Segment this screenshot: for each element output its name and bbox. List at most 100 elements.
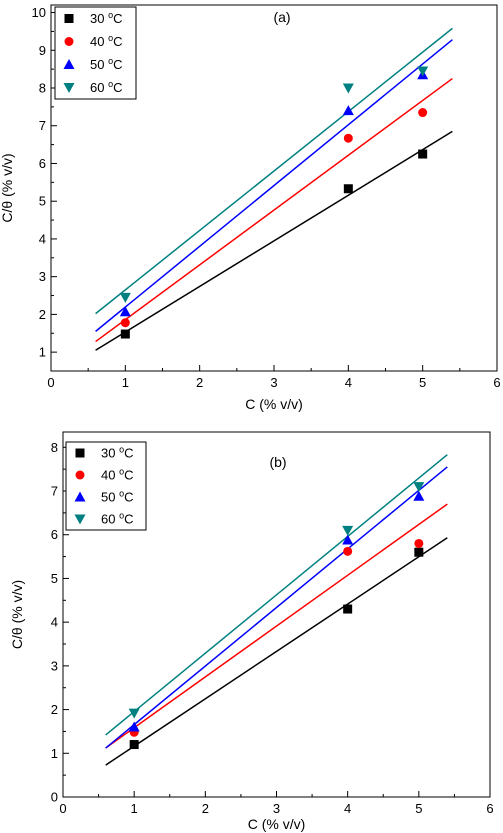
y-tick-label: 8 xyxy=(51,440,58,455)
fit-line xyxy=(105,503,448,749)
data-point xyxy=(129,740,139,750)
legend-label-degree: o xyxy=(119,511,124,521)
data-point xyxy=(120,329,130,339)
legend-marker xyxy=(64,37,74,46)
data-point xyxy=(342,534,354,545)
data-point xyxy=(120,318,130,328)
data-point xyxy=(418,108,428,118)
data-point xyxy=(414,547,424,557)
legend-label: 50 oC xyxy=(90,56,122,72)
x-tick-label: 6 xyxy=(493,375,500,390)
fit-line xyxy=(95,27,453,315)
legend-label-unit: C xyxy=(113,11,122,26)
legend-label-unit: C xyxy=(124,490,133,505)
legend-label-unit: C xyxy=(113,57,122,72)
x-tick-label: 2 xyxy=(202,801,209,816)
data-point xyxy=(418,149,428,159)
data-point xyxy=(342,105,354,116)
x-tick-label: 3 xyxy=(270,375,277,390)
y-tick-label: 3 xyxy=(51,658,58,673)
legend-label: 60 oC xyxy=(101,511,133,527)
y-tick-label: 4 xyxy=(51,615,58,630)
data-point xyxy=(343,184,353,194)
legend-label-degree: o xyxy=(108,10,113,20)
data-point xyxy=(413,482,425,493)
data-point xyxy=(413,490,425,501)
legend-label: 40 oC xyxy=(101,467,133,483)
legend-label-unit: C xyxy=(113,34,122,49)
legend-label-value: 60 xyxy=(90,80,108,95)
fit-line xyxy=(105,454,448,736)
y-tick-label: 4 xyxy=(39,231,46,246)
legend-label-unit: C xyxy=(113,80,122,95)
legend-label: 40 oC xyxy=(90,33,122,49)
data-point xyxy=(343,133,353,143)
y-axis-title: C/θ (% v/v) xyxy=(0,153,15,222)
x-axis-title: C (% v/v) xyxy=(245,396,303,412)
y-axis-title: C/θ (% v/v) xyxy=(9,580,25,649)
x-tick-label: 3 xyxy=(273,801,280,816)
panel-label: (b) xyxy=(269,454,286,470)
x-tick-label: 1 xyxy=(131,801,138,816)
legend-label-value: 40 xyxy=(101,468,119,483)
legend-label-degree: o xyxy=(119,489,124,499)
legend-label-value: 40 xyxy=(90,34,108,49)
legend-label-degree: o xyxy=(108,79,113,89)
data-point xyxy=(342,83,354,94)
legend-label: 50 oC xyxy=(101,489,133,505)
y-tick-label: 9 xyxy=(39,43,46,58)
legend-label: 30 oC xyxy=(90,10,122,26)
legend-label-unit: C xyxy=(124,446,133,461)
y-tick-label: 3 xyxy=(39,269,46,284)
legend-label-degree: o xyxy=(108,56,113,66)
legend-label-degree: o xyxy=(119,467,124,477)
legend-label-degree: o xyxy=(108,33,113,43)
data-point xyxy=(343,604,353,614)
y-tick-label: 7 xyxy=(39,118,46,133)
y-tick-label: 5 xyxy=(39,194,46,209)
legend-marker xyxy=(63,83,75,93)
fit-line xyxy=(95,130,453,351)
data-point xyxy=(119,306,131,317)
fit-line xyxy=(105,466,448,749)
data-point xyxy=(128,721,140,732)
y-tick-label: 2 xyxy=(39,307,46,322)
y-tick-label: 8 xyxy=(39,81,46,96)
y-tick-label: 10 xyxy=(32,5,46,20)
x-tick-label: 4 xyxy=(344,801,351,816)
y-tick-label: 5 xyxy=(51,571,58,586)
panel-label: (a) xyxy=(273,9,290,25)
x-tick-label: 4 xyxy=(345,375,352,390)
legend-label-value: 50 xyxy=(90,57,108,72)
fit-line xyxy=(105,537,448,766)
fit-line xyxy=(95,77,453,343)
legend-label-unit: C xyxy=(124,468,133,483)
x-tick-label: 5 xyxy=(419,375,426,390)
x-tick-label: 0 xyxy=(59,801,66,816)
y-tick-label: 7 xyxy=(51,484,58,499)
x-tick-label: 1 xyxy=(122,375,129,390)
y-tick-label: 1 xyxy=(39,345,46,360)
legend-marker xyxy=(74,514,86,525)
x-tick-label: 0 xyxy=(47,375,54,390)
legend-label-value: 60 xyxy=(101,512,119,527)
legend-marker xyxy=(75,470,85,480)
data-point xyxy=(414,538,424,548)
data-point xyxy=(342,525,354,536)
legend-label-degree: o xyxy=(119,445,124,455)
legend-marker xyxy=(63,59,75,69)
y-tick-label: 6 xyxy=(39,156,46,171)
legend-label-value: 50 xyxy=(101,490,119,505)
x-axis-title: C (% v/v) xyxy=(248,816,306,832)
legend-label-value: 30 xyxy=(90,11,108,26)
fit-line xyxy=(95,39,453,332)
legend-label: 60 oC xyxy=(90,79,122,95)
legend-marker xyxy=(75,448,85,458)
data-point xyxy=(119,292,131,303)
x-tick-label: 5 xyxy=(415,801,422,816)
y-tick-label: 0 xyxy=(51,790,58,805)
legend-marker xyxy=(64,14,74,23)
